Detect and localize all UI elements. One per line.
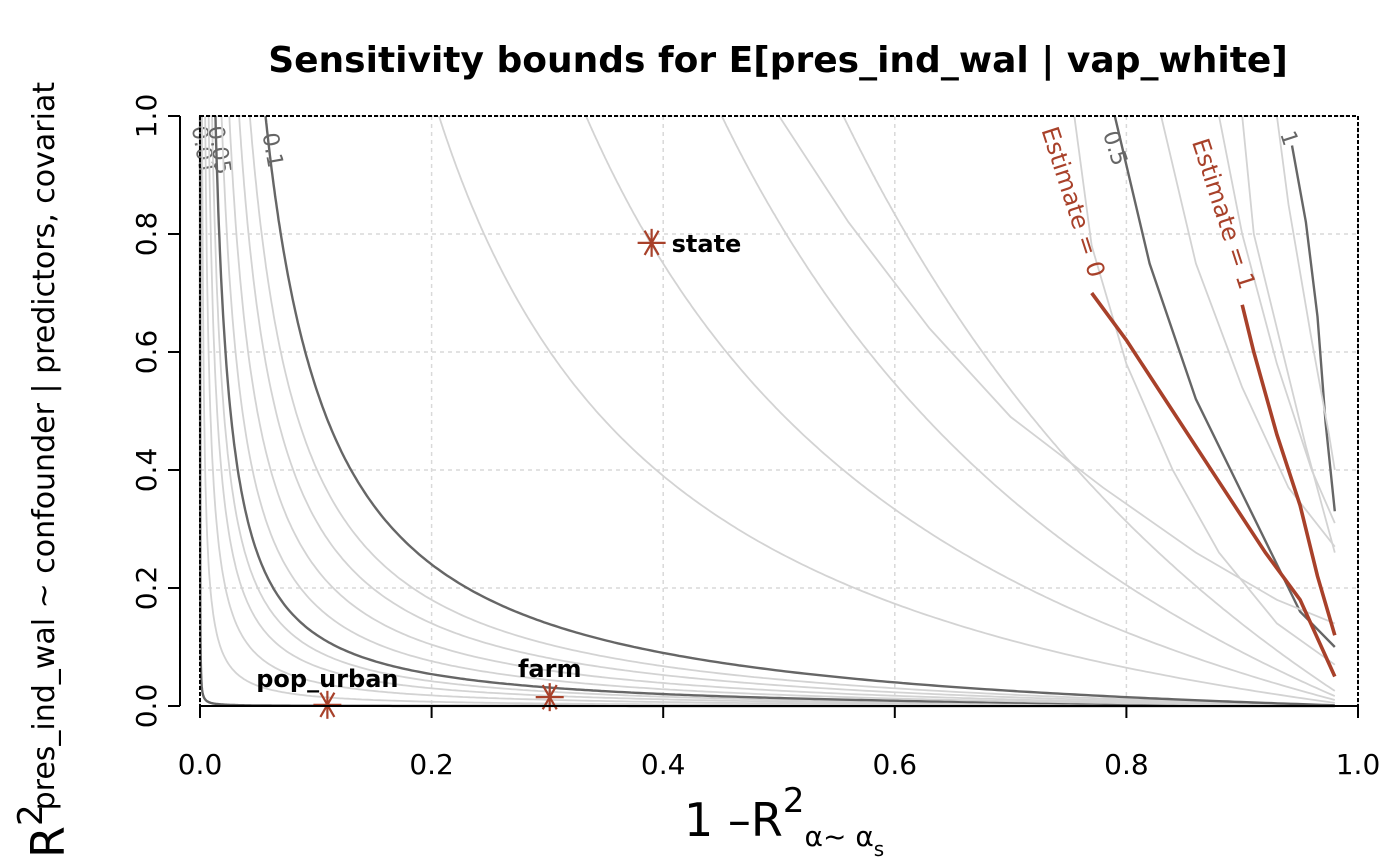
estimate-label-0: Estimate = 0 xyxy=(1036,123,1111,281)
chart-title: Sensitivity bounds for E[pres_ind_wal | … xyxy=(268,40,1288,81)
y-axis-title-main: R xyxy=(21,826,75,858)
steep-contour-4 xyxy=(1218,115,1336,524)
y-axis-title: R2pres_ind_wal ~ confounder | predictors… xyxy=(11,82,75,858)
x-axis-ticks: 0.0 0.2 0.4 0.6 0.8 1.0 xyxy=(178,705,1381,781)
point-label-pop_urban: pop_urban xyxy=(256,665,398,693)
contour-5 xyxy=(214,115,1335,707)
point-label-state: state xyxy=(672,230,742,258)
x-axis-title: 1 –R2α~ αs xyxy=(684,781,884,861)
contour-7 xyxy=(228,115,1335,707)
contour-14 xyxy=(842,115,1336,692)
y-tick-label-3: 0.6 xyxy=(130,330,163,375)
y-tick-label-1: 0.2 xyxy=(130,566,163,611)
y-axis-title-sup: 2 xyxy=(11,804,51,826)
contour-10 xyxy=(264,115,1335,707)
steep-contour-6 xyxy=(1073,115,1336,666)
contour-6 xyxy=(220,116,1335,707)
steep-contour-2 xyxy=(778,115,1336,625)
y-tick-label-0: 0.0 xyxy=(130,684,163,729)
plot-border xyxy=(199,115,1359,707)
point-label-farm: farm xyxy=(518,655,581,683)
x-tick-label-1: 0.2 xyxy=(409,748,454,781)
steep-contour-0 xyxy=(1113,115,1336,648)
contour-lines: 0.010.05 0.1 0.5 1 xyxy=(186,115,1336,708)
x-tick-label-5: 1.0 xyxy=(1336,748,1381,781)
contour-11 xyxy=(438,115,1335,704)
x-tick-label-3: 0.6 xyxy=(873,748,918,781)
x-axis-title-sup: 2 xyxy=(783,781,805,821)
x-tick-label-0: 0.0 xyxy=(178,748,223,781)
y-axis-title-sub: pres_ind_wal ~ confounder | predictors, … xyxy=(27,82,62,811)
svg-text:R2pres_ind_wal ~ confounder |: R2pres_ind_wal ~ confounder | predictors… xyxy=(11,82,75,858)
estimate-line-1 xyxy=(1240,304,1337,636)
contour-13 xyxy=(720,115,1336,697)
x-tick-label-2: 0.4 xyxy=(641,748,686,781)
contour-8 xyxy=(238,116,1335,707)
estimate-line-0 xyxy=(1090,291,1337,678)
x-axis-title-main: 1 –R xyxy=(684,793,783,847)
steep-contour-1 xyxy=(1290,145,1336,512)
y-tick-label-4: 0.8 xyxy=(130,212,163,257)
benchmark-points: state farm pop_urban xyxy=(256,228,742,719)
y-tick-label-2: 0.4 xyxy=(130,448,163,493)
contour-label-10: 0.1 xyxy=(257,131,288,170)
contour-2 xyxy=(204,116,1335,707)
steep-contour-7 xyxy=(1241,115,1336,553)
steep-contour-5 xyxy=(1276,115,1336,471)
y-axis-ticks: 0.0 0.2 0.4 0.6 0.8 1.0 xyxy=(130,94,181,729)
contour-4 xyxy=(211,115,1335,707)
y-tick-label-5: 1.0 xyxy=(130,94,163,139)
contour-12 xyxy=(585,115,1336,701)
steep-contour-3 xyxy=(1160,115,1336,548)
contour-3 xyxy=(207,115,1335,707)
x-axis-title-sub2: s xyxy=(874,837,884,861)
x-tick-label-4: 0.8 xyxy=(1104,748,1149,781)
contour-9 xyxy=(249,116,1335,707)
x-axis-title-sub: α~ α xyxy=(805,820,874,853)
point-state xyxy=(637,228,666,257)
point-pop_urban xyxy=(313,690,342,719)
